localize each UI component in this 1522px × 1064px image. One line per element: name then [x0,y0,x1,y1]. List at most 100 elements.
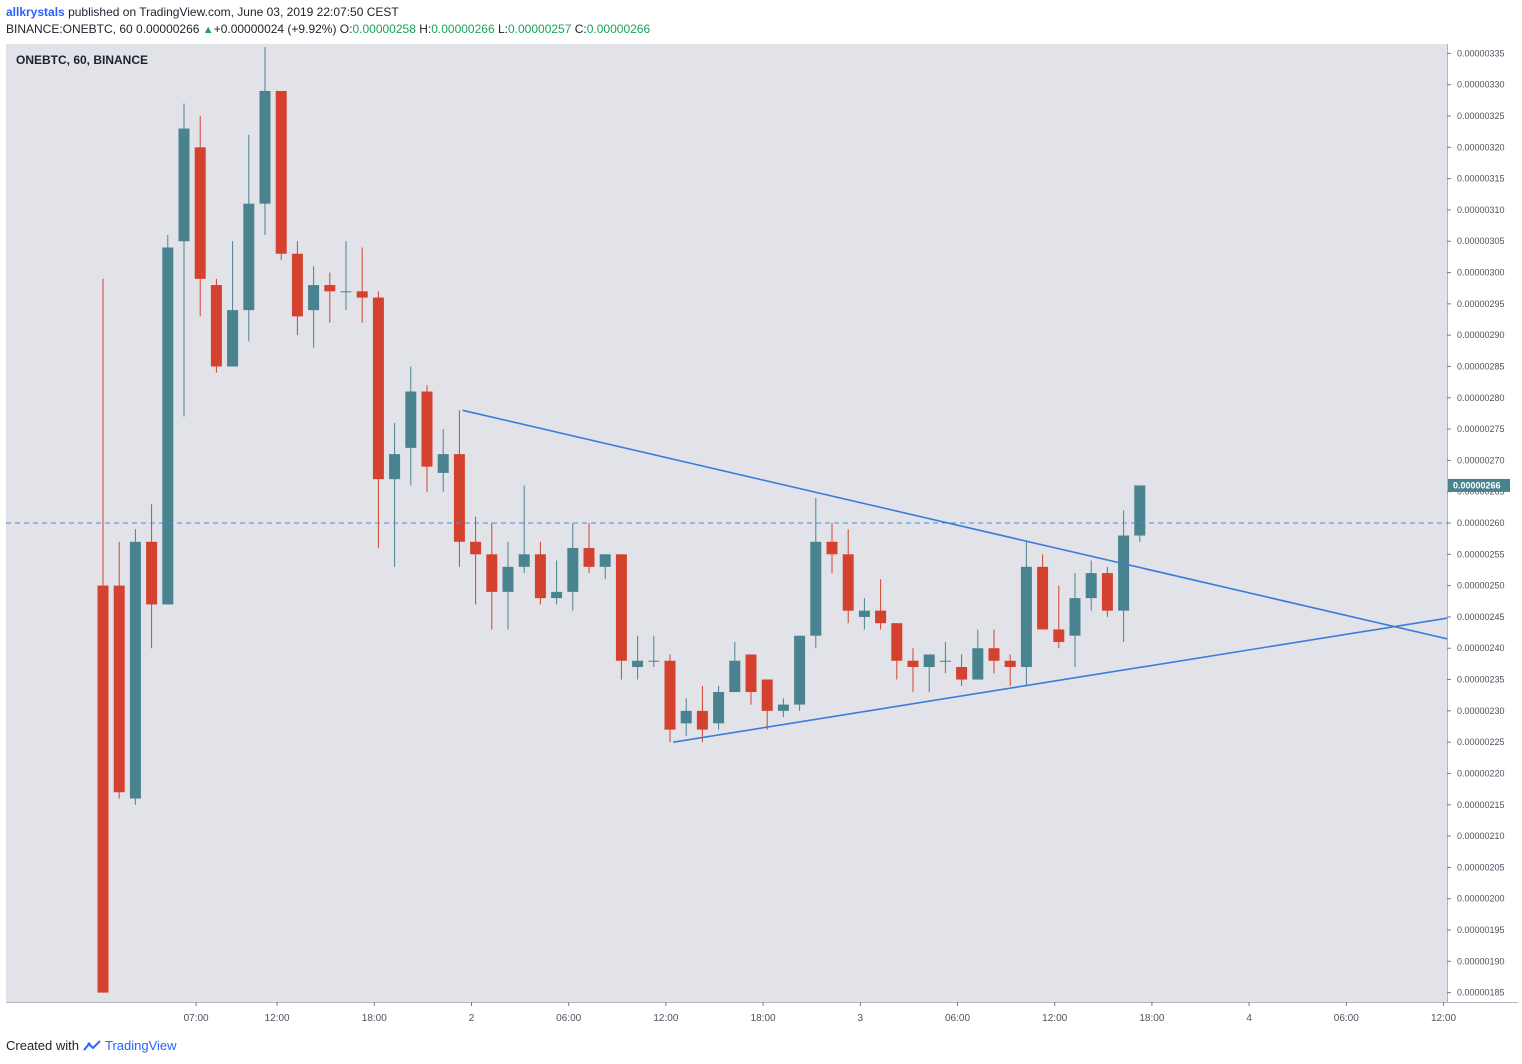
candle[interactable] [405,366,417,486]
time-tick-label: 06:00 [556,1013,581,1024]
candle[interactable] [210,278,222,373]
candle[interactable] [1004,654,1016,686]
candle[interactable] [518,485,530,574]
trendlines[interactable] [6,409,1448,743]
candle[interactable] [1118,510,1130,642]
candle[interactable] [632,635,644,680]
candle[interactable] [259,47,271,235]
candle[interactable] [308,266,320,348]
candle-body [421,391,433,467]
candle[interactable] [939,641,951,674]
candle[interactable] [551,560,563,605]
candle[interactable] [194,116,206,317]
candle[interactable] [907,648,919,693]
author-link[interactable]: allkrystals [6,5,65,19]
candle[interactable] [129,529,141,805]
candle[interactable] [923,654,935,693]
candle[interactable] [583,523,595,574]
candle[interactable] [875,579,887,630]
publish-header: allkrystals published on TradingView.com… [6,4,1506,39]
candle[interactable] [956,654,968,686]
price-tick-label: 0.00000235 [1457,675,1505,685]
candle-body [243,203,255,311]
candle[interactable] [1085,560,1097,611]
candle[interactable] [1020,541,1032,686]
candle-body [129,541,141,799]
candle[interactable] [858,598,870,630]
candle[interactable] [599,554,611,580]
candle[interactable] [1069,573,1081,668]
candle[interactable] [421,385,433,492]
candle[interactable] [275,90,287,261]
open-label: O: [339,22,353,36]
candle[interactable] [113,541,125,799]
candle-body [842,554,854,611]
candle[interactable] [502,541,514,630]
price-tick-label: 0.00000215 [1457,800,1505,810]
open-value: 0.00000258 [352,22,416,36]
candle[interactable] [324,272,336,323]
candle[interactable] [1053,585,1065,649]
candle-body [745,654,757,693]
candle[interactable] [356,247,368,323]
candle-body [1020,566,1032,668]
candle[interactable] [988,629,1000,674]
candle[interactable] [810,497,822,649]
candle[interactable] [1101,566,1113,617]
candle[interactable] [826,523,838,574]
candle-body [826,541,838,555]
candle[interactable] [745,654,757,705]
candle[interactable] [842,529,854,624]
candle[interactable] [486,523,498,630]
candle-body [988,648,1000,661]
candle[interactable] [243,134,255,342]
time-tick-label: 18:00 [362,1013,387,1024]
candle[interactable] [146,504,158,649]
candle[interactable] [696,685,708,743]
time-tick-label: 12:00 [1431,1013,1456,1024]
candle[interactable] [178,103,190,417]
candle[interactable] [729,641,741,693]
trendline[interactable] [462,409,1448,640]
price-tick-label: 0.00000305 [1457,236,1505,246]
time-tick-label: 18:00 [751,1013,776,1024]
candle[interactable] [437,429,449,492]
candle[interactable] [372,291,384,549]
candle[interactable] [453,410,465,567]
time-tick-label: 12:00 [1042,1013,1067,1024]
candle[interactable] [761,679,773,730]
candle[interactable] [1037,554,1049,630]
candle[interactable] [470,516,482,605]
candle[interactable] [162,234,174,605]
candle[interactable] [1134,485,1146,542]
candle[interactable] [648,635,660,668]
candle[interactable] [97,278,109,993]
trendline[interactable] [673,617,1448,743]
candle-body [939,660,951,662]
candle[interactable] [713,685,725,730]
candle[interactable] [567,523,579,611]
candlestick-chart[interactable]: 0.00000185 0.00000190 0.00000195 0.00000200… [6,44,1518,1030]
candle[interactable] [664,654,676,743]
candle-body [1085,573,1097,599]
candle[interactable] [777,698,789,718]
price-tick-label: 0.00000185 [1457,988,1505,998]
candle[interactable] [615,554,627,680]
candle[interactable] [534,541,546,605]
candle[interactable] [794,635,806,711]
time-tick-label: 12:00 [653,1013,678,1024]
candle[interactable] [680,698,692,736]
chart-frame[interactable]: 0.00000185 0.00000190 0.00000195 0.00000200… [6,44,1518,1030]
candle[interactable] [227,241,239,367]
candle-body [551,591,563,599]
candle[interactable] [891,623,903,680]
price-tick-label: 0.00000255 [1457,549,1505,559]
tradingview-brand-link[interactable]: TradingView [104,1038,177,1053]
candle[interactable] [340,241,352,311]
candle[interactable] [972,629,984,680]
candle-body [729,660,741,693]
candle-body [437,454,449,473]
price-tick-label: 0.00000290 [1457,330,1505,340]
candle[interactable] [291,241,303,336]
candle[interactable] [389,422,401,567]
